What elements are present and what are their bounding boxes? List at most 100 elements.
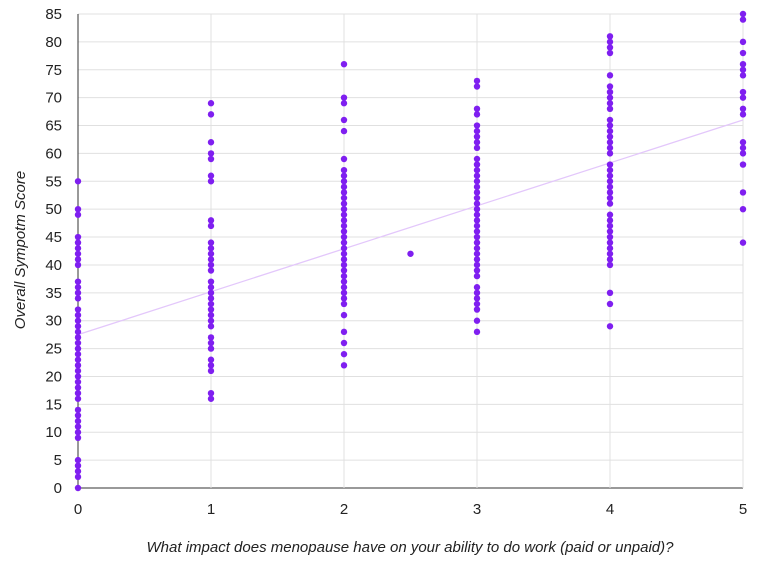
data-point	[74, 423, 82, 430]
data-point	[606, 144, 614, 152]
y-tick-label: 50	[45, 201, 62, 218]
data-point	[207, 239, 215, 246]
data-point	[74, 350, 82, 358]
y-tick-label: 20	[45, 368, 62, 385]
data-point	[739, 139, 747, 146]
data-point	[207, 362, 215, 369]
y-tick-label: 10	[45, 424, 62, 441]
data-point	[739, 205, 747, 213]
trendline	[77, 119, 744, 336]
data-point	[606, 122, 614, 129]
x-axis-label: What impact does menopause have on your …	[147, 539, 675, 556]
y-tick-label: 35	[45, 285, 62, 302]
data-point	[606, 211, 614, 218]
data-point	[739, 189, 747, 196]
data-point	[473, 289, 481, 297]
data-point	[340, 362, 348, 369]
data-point	[340, 217, 348, 224]
data-point	[74, 311, 82, 319]
data-point	[473, 317, 481, 324]
data-point	[606, 105, 614, 113]
data-point	[207, 172, 215, 179]
data-point	[340, 194, 348, 202]
y-tick-label: 75	[45, 62, 62, 79]
data-point	[606, 217, 614, 224]
data-point	[340, 100, 348, 107]
data-point	[340, 228, 348, 235]
data-point	[473, 233, 481, 241]
data-point	[739, 16, 747, 23]
data-point	[207, 334, 215, 341]
data-point	[74, 356, 82, 363]
data-point	[606, 72, 614, 79]
data-point	[473, 284, 481, 291]
y-tick-label: 85	[45, 6, 62, 23]
data-point	[74, 434, 82, 442]
data-point	[473, 83, 481, 90]
data-point	[606, 33, 614, 40]
data-point	[739, 105, 747, 113]
data-point	[340, 211, 348, 218]
y-tick-label: 15	[45, 396, 62, 413]
data-point	[606, 100, 614, 107]
data-point	[739, 161, 747, 168]
data-point	[74, 250, 82, 257]
data-point	[473, 306, 481, 313]
data-point	[473, 239, 481, 246]
data-point	[340, 172, 348, 179]
data-point	[606, 166, 614, 174]
data-point	[606, 88, 614, 96]
data-point	[606, 49, 614, 57]
data-point	[739, 10, 747, 18]
data-point	[74, 261, 82, 269]
data-point	[739, 60, 747, 68]
data-point	[606, 172, 614, 179]
data-point	[473, 272, 481, 280]
data-point	[473, 222, 481, 230]
data-point	[207, 139, 215, 146]
data-point	[473, 122, 481, 129]
data-point	[739, 150, 747, 157]
data-point	[207, 150, 215, 157]
data-point	[74, 462, 82, 469]
data-point	[606, 222, 614, 230]
data-point	[74, 384, 82, 391]
data-point	[473, 183, 481, 191]
data-point	[473, 105, 481, 113]
data-point	[74, 211, 82, 218]
data-point	[606, 228, 614, 235]
data-point	[207, 306, 215, 313]
data-point	[74, 317, 82, 324]
data-point	[473, 189, 481, 196]
data-point	[74, 278, 82, 285]
data-point	[340, 178, 348, 185]
data-point	[340, 256, 348, 263]
data-point	[207, 250, 215, 257]
data-point	[207, 100, 215, 107]
data-point	[340, 289, 348, 297]
data-point	[606, 239, 614, 246]
y-tick-label: 5	[54, 452, 62, 469]
data-point	[74, 256, 82, 263]
x-tick-label: 0	[74, 501, 82, 518]
data-point	[74, 373, 82, 380]
data-point	[74, 468, 82, 475]
data-point	[606, 183, 614, 191]
data-point	[473, 155, 481, 163]
data-point	[74, 245, 82, 252]
y-tick-label: 0	[54, 480, 62, 497]
data-point	[74, 367, 82, 375]
data-point	[606, 245, 614, 252]
data-point	[340, 328, 348, 336]
data-point	[739, 88, 747, 96]
data-point	[207, 367, 215, 375]
data-point	[74, 417, 82, 425]
data-point	[207, 261, 215, 269]
data-point	[340, 300, 348, 308]
y-tick-label: 60	[45, 145, 62, 162]
data-point	[74, 390, 82, 397]
data-point	[473, 144, 481, 152]
y-tick-label: 40	[45, 257, 62, 274]
data-point	[473, 217, 481, 224]
